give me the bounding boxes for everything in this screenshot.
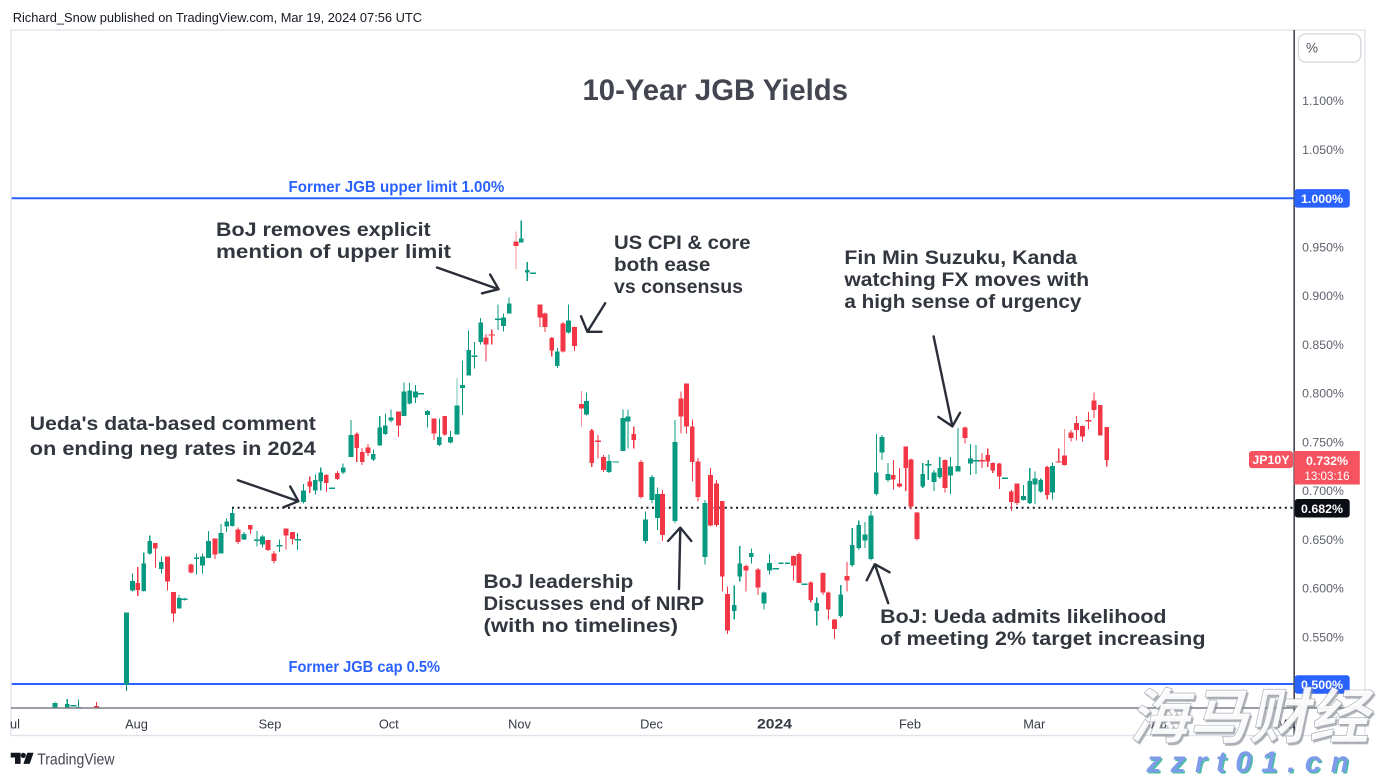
svg-text:TradingView: TradingView <box>37 752 115 769</box>
svg-text:JP10Y: JP10Y <box>1252 453 1290 467</box>
svg-text:0.950%: 0.950% <box>1302 240 1344 254</box>
svg-text:2024: 2024 <box>757 717 793 732</box>
svg-text:10-Year JGB Yields: 10-Year JGB Yields <box>583 74 849 107</box>
svg-text:vs consensus: vs consensus <box>614 277 743 298</box>
svg-text:both ease: both ease <box>614 255 710 276</box>
svg-text:Nov: Nov <box>508 717 531 732</box>
svg-text:0.550%: 0.550% <box>1302 630 1344 644</box>
svg-text:0.700%: 0.700% <box>1302 484 1344 498</box>
svg-text:BoJ: Ueda admits likelihood: BoJ: Ueda admits likelihood <box>880 607 1166 628</box>
svg-text:Sep: Sep <box>259 717 282 732</box>
svg-text:mention of upper limit: mention of upper limit <box>216 242 452 263</box>
svg-text:Former JGB upper limit 1.00%: Former JGB upper limit 1.00% <box>289 179 505 196</box>
svg-text:Aug: Aug <box>125 717 148 732</box>
svg-text:0.682%: 0.682% <box>1301 502 1343 516</box>
svg-text:0.600%: 0.600% <box>1302 582 1344 596</box>
svg-text:1.000%: 1.000% <box>1301 192 1343 206</box>
svg-text:Richard_Snow published on Trad: Richard_Snow published on TradingView.co… <box>13 10 422 25</box>
svg-text:0.850%: 0.850% <box>1302 338 1344 352</box>
svg-text:watching FX moves with: watching FX moves with <box>843 270 1089 291</box>
svg-text:(with no timelines): (with no timelines) <box>484 616 679 637</box>
svg-text:0.650%: 0.650% <box>1302 533 1344 547</box>
svg-text:13:03:16: 13:03:16 <box>1304 470 1349 483</box>
svg-text:zzrt01.cn: zzrt01.cn <box>1147 748 1360 778</box>
svg-text:Fin Min Suzuku, Kanda: Fin Min Suzuku, Kanda <box>844 248 1077 269</box>
svg-text:1.100%: 1.100% <box>1302 94 1344 108</box>
svg-text:ul: ul <box>10 717 20 732</box>
svg-text:Former JGB cap 0.5%: Former JGB cap 0.5% <box>289 659 441 676</box>
svg-text:0.732%: 0.732% <box>1306 454 1348 468</box>
svg-text:zzrt01.cn: zzrt01.cn <box>1146 746 1359 778</box>
svg-text:Ueda's data-based comment: Ueda's data-based comment <box>30 414 317 435</box>
svg-text:%: % <box>1306 41 1318 56</box>
svg-text:Mar: Mar <box>1023 717 1046 732</box>
svg-text:0.750%: 0.750% <box>1302 435 1344 449</box>
svg-text:a high sense of urgency: a high sense of urgency <box>844 292 1081 313</box>
svg-text:BoJ leadership: BoJ leadership <box>484 572 634 593</box>
svg-text:Dec: Dec <box>640 717 663 732</box>
svg-text:of meeting 2% target increasin: of meeting 2% target increasing <box>880 629 1205 650</box>
svg-text:on ending neg rates in 2024: on ending neg rates in 2024 <box>30 439 316 460</box>
svg-text:Oct: Oct <box>379 717 399 732</box>
svg-text:1.050%: 1.050% <box>1302 143 1344 157</box>
svg-text:BoJ removes explicit: BoJ removes explicit <box>216 220 431 241</box>
svg-text:Feb: Feb <box>899 717 921 732</box>
svg-text:US CPI & core: US CPI & core <box>614 233 751 254</box>
svg-text:0.900%: 0.900% <box>1302 289 1344 303</box>
svg-text:Discusses end of NIRP: Discusses end of NIRP <box>484 594 705 615</box>
svg-text:0.800%: 0.800% <box>1302 387 1344 401</box>
